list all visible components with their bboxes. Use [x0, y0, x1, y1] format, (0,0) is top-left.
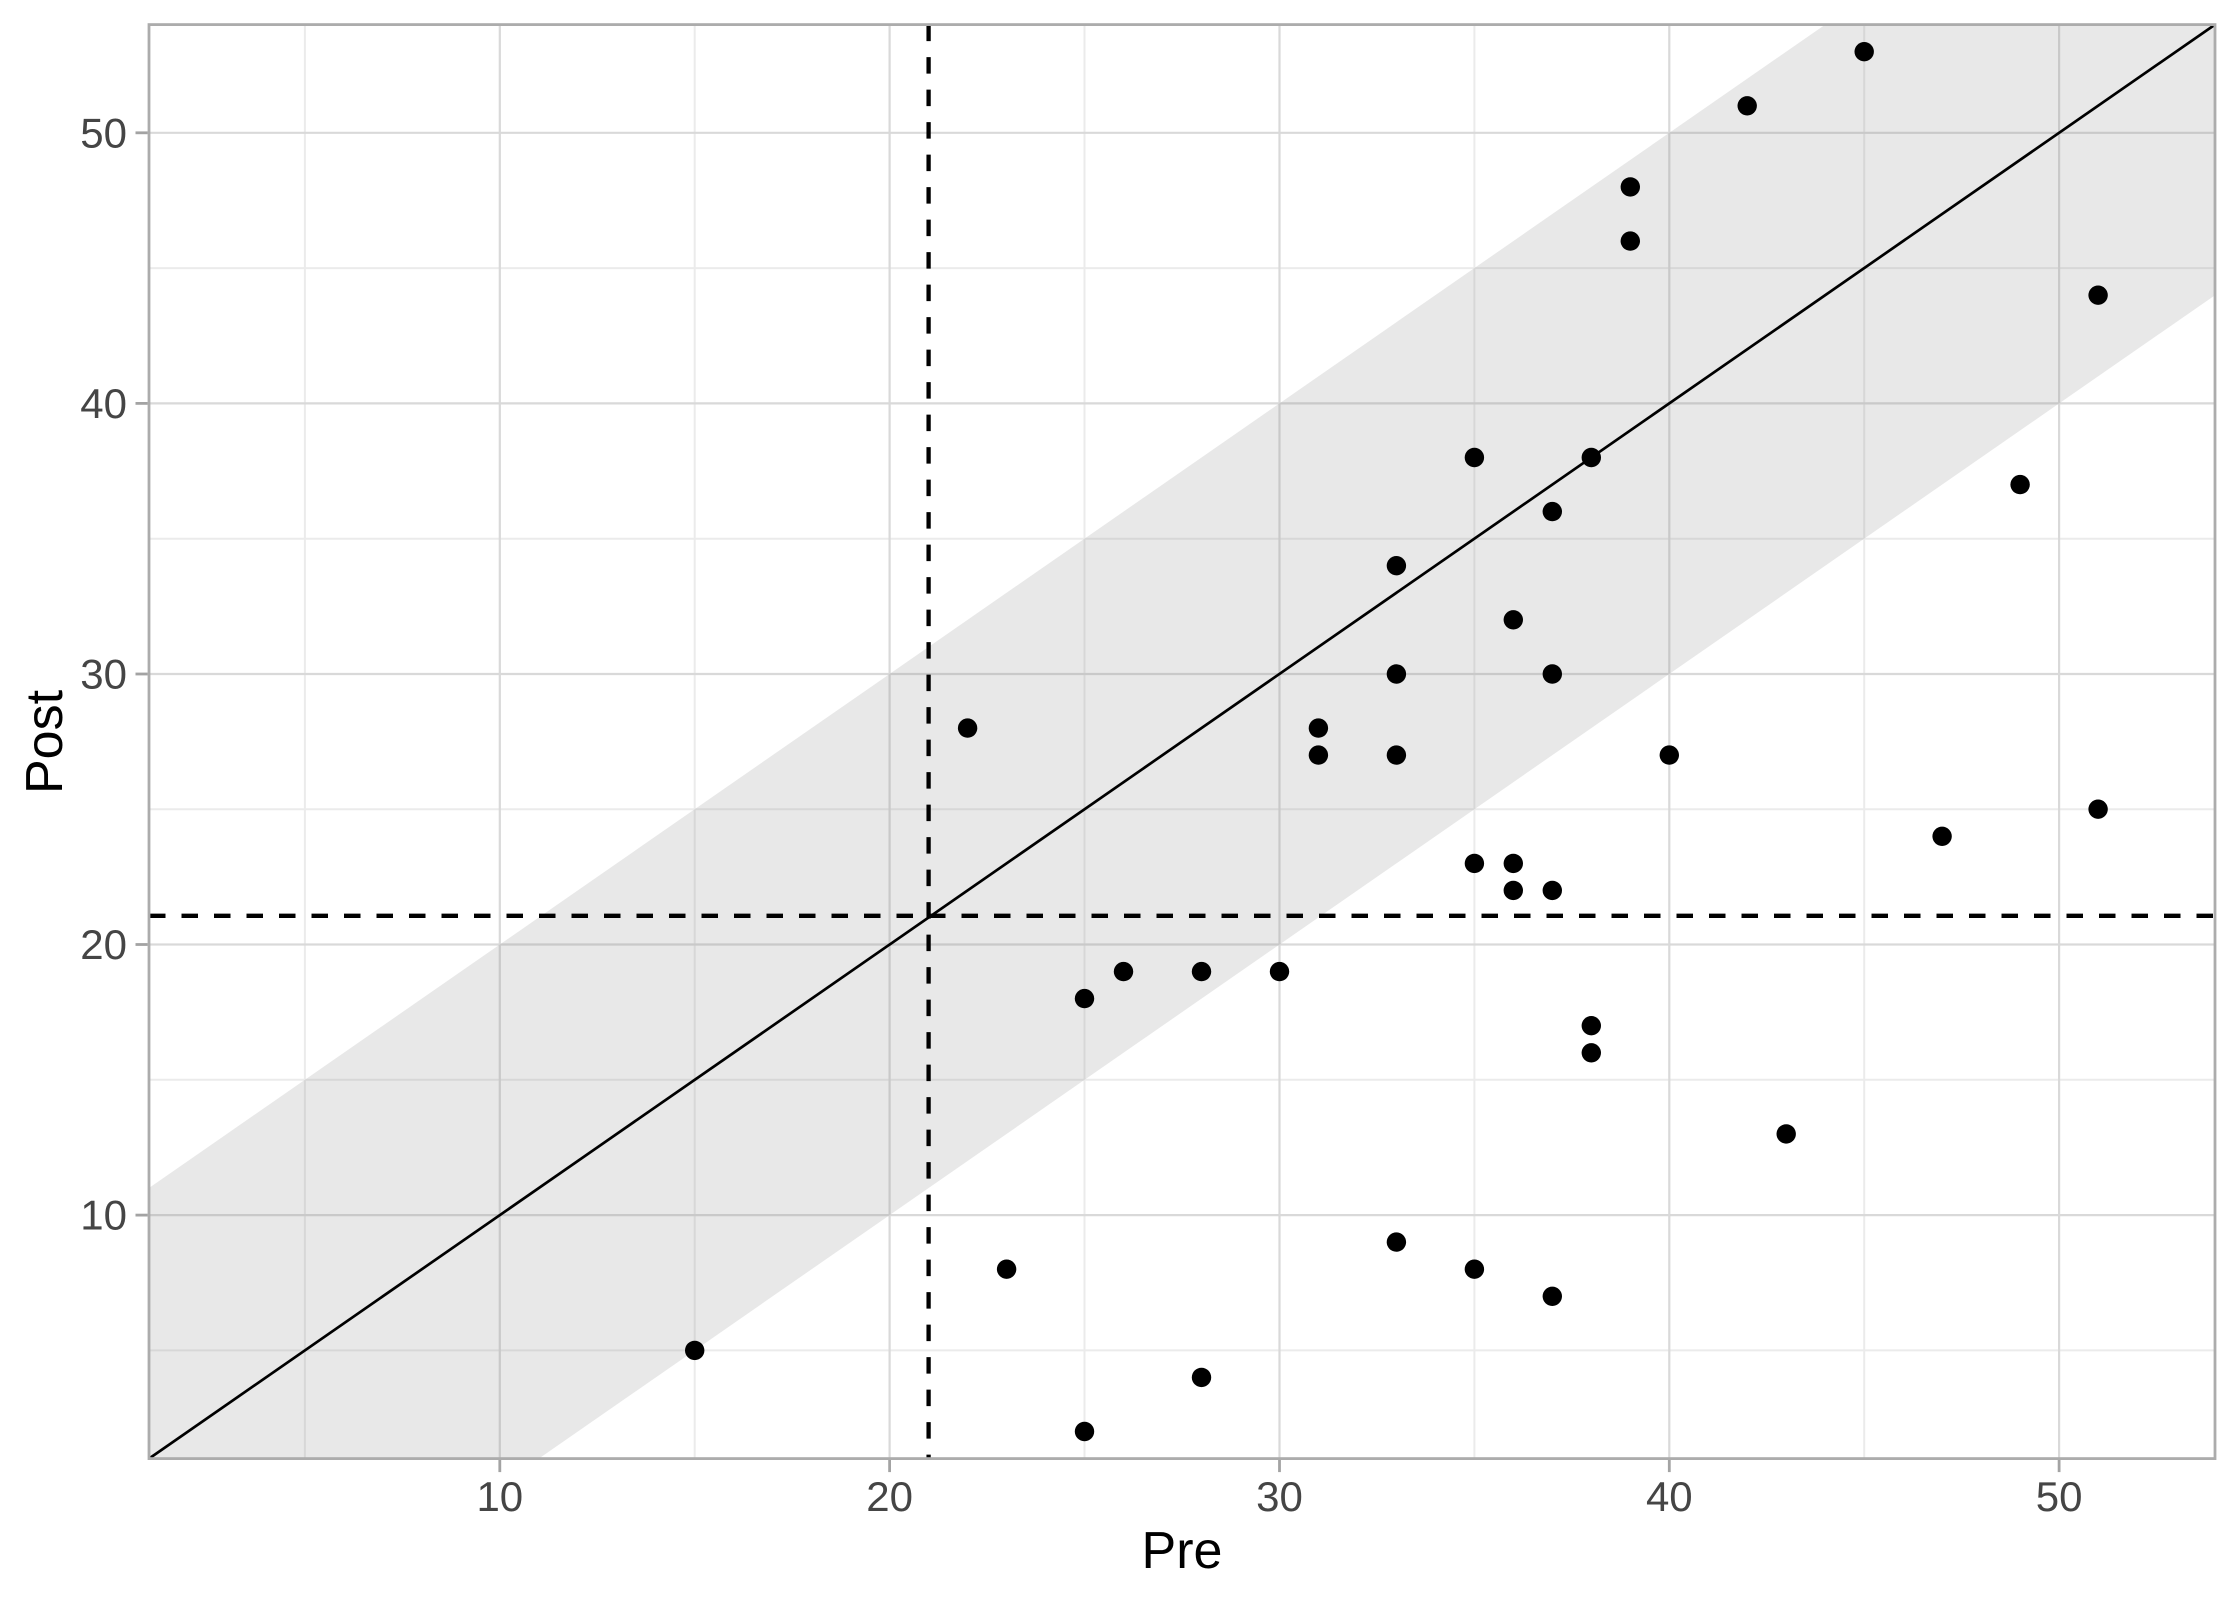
svg-text:30: 30: [1256, 1473, 1303, 1520]
svg-text:50: 50: [2036, 1473, 2083, 1520]
svg-text:30: 30: [80, 651, 127, 698]
svg-text:20: 20: [866, 1473, 913, 1520]
svg-text:Pre: Pre: [1142, 1522, 1223, 1580]
svg-text:40: 40: [80, 380, 127, 427]
svg-text:50: 50: [80, 109, 127, 156]
svg-text:Post: Post: [16, 689, 74, 794]
svg-text:10: 10: [476, 1473, 523, 1520]
svg-text:10: 10: [80, 1192, 127, 1239]
svg-text:40: 40: [1646, 1473, 1693, 1520]
svg-text:20: 20: [80, 921, 127, 968]
